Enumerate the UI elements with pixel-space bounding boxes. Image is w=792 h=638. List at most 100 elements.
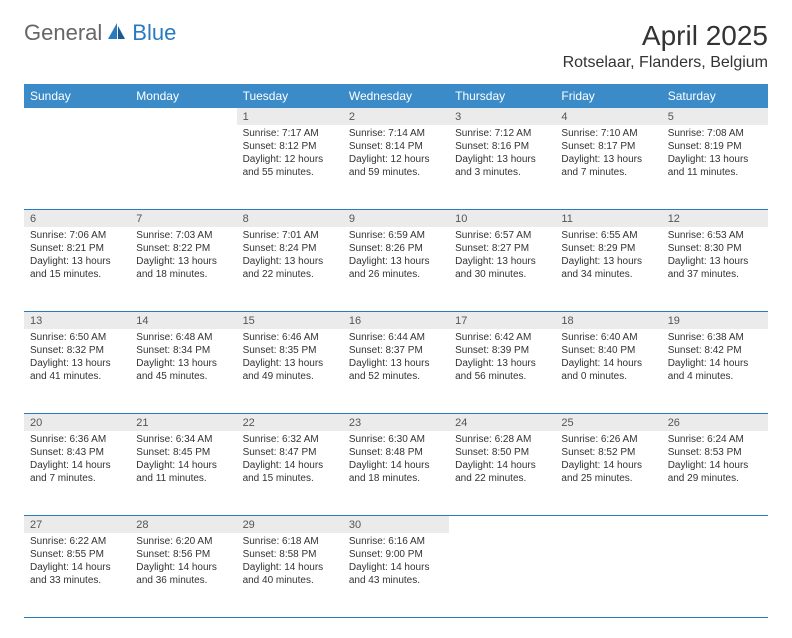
sunrise-text: Sunrise: 6:18 AM	[243, 535, 337, 548]
daylight-text: Daylight: 14 hours and 4 minutes.	[668, 357, 762, 383]
day-number	[449, 516, 555, 533]
day-cell: Sunrise: 6:42 AMSunset: 8:39 PMDaylight:…	[449, 329, 555, 413]
calendar-grid: SundayMondayTuesdayWednesdayThursdayFrid…	[24, 84, 768, 618]
weekday-header: Wednesday	[343, 84, 449, 108]
sunrise-text: Sunrise: 6:57 AM	[455, 229, 549, 242]
day-number: 23	[343, 414, 449, 431]
sunset-text: Sunset: 8:40 PM	[561, 344, 655, 357]
day-cell: Sunrise: 6:46 AMSunset: 8:35 PMDaylight:…	[237, 329, 343, 413]
day-number: 2	[343, 108, 449, 125]
sunset-text: Sunset: 8:12 PM	[243, 140, 337, 153]
weekday-header-row: SundayMondayTuesdayWednesdayThursdayFrid…	[24, 84, 768, 108]
day-cell: Sunrise: 6:48 AMSunset: 8:34 PMDaylight:…	[130, 329, 236, 413]
sunrise-text: Sunrise: 7:14 AM	[349, 127, 443, 140]
sunrise-text: Sunrise: 6:50 AM	[30, 331, 124, 344]
day-cell: Sunrise: 6:30 AMSunset: 8:48 PMDaylight:…	[343, 431, 449, 515]
sunset-text: Sunset: 8:32 PM	[30, 344, 124, 357]
day-number-strip: 27282930	[24, 516, 768, 533]
day-number: 24	[449, 414, 555, 431]
day-cell: Sunrise: 6:59 AMSunset: 8:26 PMDaylight:…	[343, 227, 449, 311]
day-cell	[555, 533, 661, 617]
daylight-text: Daylight: 13 hours and 18 minutes.	[136, 255, 230, 281]
day-cell: Sunrise: 6:22 AMSunset: 8:55 PMDaylight:…	[24, 533, 130, 617]
daylight-text: Daylight: 14 hours and 0 minutes.	[561, 357, 655, 383]
day-number: 22	[237, 414, 343, 431]
sunrise-text: Sunrise: 6:53 AM	[668, 229, 762, 242]
sunrise-text: Sunrise: 7:08 AM	[668, 127, 762, 140]
daylight-text: Daylight: 14 hours and 25 minutes.	[561, 459, 655, 485]
sunrise-text: Sunrise: 6:30 AM	[349, 433, 443, 446]
daylight-text: Daylight: 13 hours and 3 minutes.	[455, 153, 549, 179]
day-cell: Sunrise: 6:24 AMSunset: 8:53 PMDaylight:…	[662, 431, 768, 515]
daylight-text: Daylight: 12 hours and 55 minutes.	[243, 153, 337, 179]
week-content-row: Sunrise: 6:50 AMSunset: 8:32 PMDaylight:…	[24, 329, 768, 413]
day-number: 10	[449, 210, 555, 227]
sunset-text: Sunset: 8:47 PM	[243, 446, 337, 459]
daylight-text: Daylight: 14 hours and 7 minutes.	[30, 459, 124, 485]
day-number-strip: 13141516171819	[24, 312, 768, 329]
sunrise-text: Sunrise: 6:36 AM	[30, 433, 124, 446]
weekday-header: Thursday	[449, 84, 555, 108]
daylight-text: Daylight: 14 hours and 33 minutes.	[30, 561, 124, 587]
week-row: 13141516171819Sunrise: 6:50 AMSunset: 8:…	[24, 312, 768, 414]
sail-icon	[106, 21, 128, 46]
daylight-text: Daylight: 13 hours and 37 minutes.	[668, 255, 762, 281]
sunrise-text: Sunrise: 6:48 AM	[136, 331, 230, 344]
daylight-text: Daylight: 13 hours and 30 minutes.	[455, 255, 549, 281]
sunset-text: Sunset: 8:35 PM	[243, 344, 337, 357]
week-content-row: Sunrise: 6:36 AMSunset: 8:43 PMDaylight:…	[24, 431, 768, 515]
sunrise-text: Sunrise: 6:20 AM	[136, 535, 230, 548]
day-cell: Sunrise: 7:01 AMSunset: 8:24 PMDaylight:…	[237, 227, 343, 311]
day-cell	[130, 125, 236, 209]
weeks-container: 12345Sunrise: 7:17 AMSunset: 8:12 PMDayl…	[24, 108, 768, 618]
day-cell: Sunrise: 7:12 AMSunset: 8:16 PMDaylight:…	[449, 125, 555, 209]
weekday-header: Saturday	[662, 84, 768, 108]
day-number: 6	[24, 210, 130, 227]
day-number-strip: 6789101112	[24, 210, 768, 227]
day-cell: Sunrise: 6:18 AMSunset: 8:58 PMDaylight:…	[237, 533, 343, 617]
daylight-text: Daylight: 13 hours and 49 minutes.	[243, 357, 337, 383]
weekday-header: Tuesday	[237, 84, 343, 108]
sunset-text: Sunset: 8:55 PM	[30, 548, 124, 561]
week-row: 6789101112Sunrise: 7:06 AMSunset: 8:21 P…	[24, 210, 768, 312]
daylight-text: Daylight: 12 hours and 59 minutes.	[349, 153, 443, 179]
daylight-text: Daylight: 14 hours and 15 minutes.	[243, 459, 337, 485]
logo: General Blue	[24, 20, 176, 46]
weekday-header: Sunday	[24, 84, 130, 108]
week-row: 27282930Sunrise: 6:22 AMSunset: 8:55 PMD…	[24, 516, 768, 618]
day-number: 17	[449, 312, 555, 329]
day-cell: Sunrise: 6:36 AMSunset: 8:43 PMDaylight:…	[24, 431, 130, 515]
daylight-text: Daylight: 13 hours and 52 minutes.	[349, 357, 443, 383]
daylight-text: Daylight: 14 hours and 18 minutes.	[349, 459, 443, 485]
day-cell	[24, 125, 130, 209]
sunset-text: Sunset: 8:53 PM	[668, 446, 762, 459]
day-number: 12	[662, 210, 768, 227]
daylight-text: Daylight: 13 hours and 41 minutes.	[30, 357, 124, 383]
sunset-text: Sunset: 8:30 PM	[668, 242, 762, 255]
day-cell: Sunrise: 6:16 AMSunset: 9:00 PMDaylight:…	[343, 533, 449, 617]
weekday-header: Friday	[555, 84, 661, 108]
sunrise-text: Sunrise: 6:46 AM	[243, 331, 337, 344]
sunset-text: Sunset: 8:52 PM	[561, 446, 655, 459]
day-cell: Sunrise: 6:44 AMSunset: 8:37 PMDaylight:…	[343, 329, 449, 413]
day-cell: Sunrise: 7:06 AMSunset: 8:21 PMDaylight:…	[24, 227, 130, 311]
sunset-text: Sunset: 8:58 PM	[243, 548, 337, 561]
day-number: 9	[343, 210, 449, 227]
day-cell	[449, 533, 555, 617]
day-cell: Sunrise: 7:10 AMSunset: 8:17 PMDaylight:…	[555, 125, 661, 209]
day-number: 28	[130, 516, 236, 533]
sunset-text: Sunset: 8:42 PM	[668, 344, 762, 357]
day-number: 16	[343, 312, 449, 329]
week-content-row: Sunrise: 7:17 AMSunset: 8:12 PMDaylight:…	[24, 125, 768, 209]
day-number: 1	[237, 108, 343, 125]
day-number: 18	[555, 312, 661, 329]
sunrise-text: Sunrise: 7:12 AM	[455, 127, 549, 140]
day-cell: Sunrise: 7:03 AMSunset: 8:22 PMDaylight:…	[130, 227, 236, 311]
day-number: 4	[555, 108, 661, 125]
day-number: 25	[555, 414, 661, 431]
day-cell: Sunrise: 6:40 AMSunset: 8:40 PMDaylight:…	[555, 329, 661, 413]
day-cell: Sunrise: 6:32 AMSunset: 8:47 PMDaylight:…	[237, 431, 343, 515]
header-right: April 2025 Rotselaar, Flanders, Belgium	[563, 20, 768, 72]
day-cell: Sunrise: 6:55 AMSunset: 8:29 PMDaylight:…	[555, 227, 661, 311]
sunrise-text: Sunrise: 7:01 AM	[243, 229, 337, 242]
